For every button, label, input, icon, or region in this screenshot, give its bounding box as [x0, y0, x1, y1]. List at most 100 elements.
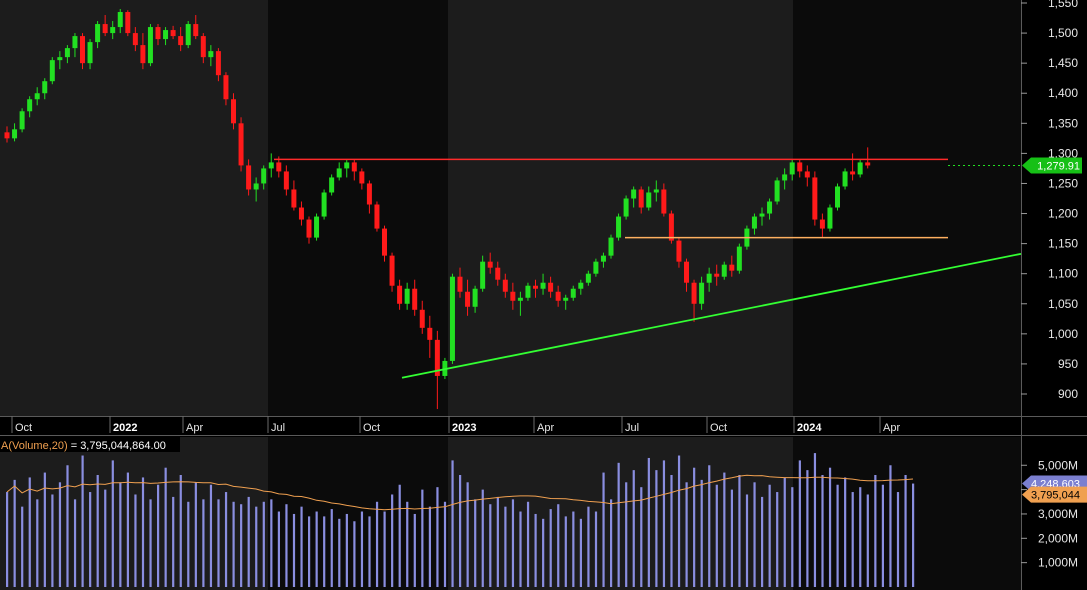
volume-tick-label: 5,000M — [1038, 458, 1078, 472]
y-tick-label: 1,100 — [1048, 267, 1078, 281]
candle-down — [495, 267, 501, 280]
y-tick-label: 1,550 — [1048, 0, 1078, 10]
candle-down — [102, 24, 108, 34]
volume-bar — [776, 492, 779, 587]
candle-up — [208, 51, 214, 58]
candle-up — [563, 297, 569, 301]
candle-up — [336, 168, 342, 178]
candle-down — [382, 228, 387, 256]
candle-up — [64, 48, 70, 58]
volume-tick-label: 3,000M — [1038, 507, 1078, 521]
candle-down — [555, 291, 561, 301]
volume-bar — [51, 494, 54, 587]
volume-bar — [481, 489, 484, 587]
candle-up — [34, 93, 40, 100]
volume-bar — [526, 501, 530, 587]
volume-bar — [640, 487, 643, 587]
candle-up — [329, 177, 335, 193]
candle-down — [178, 36, 184, 46]
volume-bar — [866, 494, 869, 587]
volume-bar — [255, 506, 258, 587]
candle-down — [125, 12, 131, 34]
candle-up — [27, 99, 33, 112]
volume-bar — [791, 487, 794, 587]
volume-bar — [610, 499, 613, 587]
volume-bar — [896, 492, 900, 587]
y-tick-label: 1,350 — [1048, 116, 1078, 130]
volume-bar — [579, 518, 582, 587]
volume-bar — [806, 470, 809, 587]
x-tick-label: 2022 — [113, 422, 137, 434]
x-tick-label: Jul — [271, 422, 285, 434]
volume-bar — [738, 475, 741, 587]
candle-up — [110, 27, 116, 34]
candle-up — [253, 183, 259, 190]
volume-bar — [730, 489, 733, 587]
candle-down — [359, 171, 365, 184]
volume-bar — [58, 482, 62, 587]
volume-bar — [813, 453, 817, 587]
volume-bar — [398, 484, 401, 587]
volume-bar — [232, 501, 235, 587]
candle-down — [412, 288, 418, 310]
volume-bar — [149, 499, 152, 587]
volume-bar — [519, 511, 522, 587]
candle-down — [457, 276, 463, 292]
y-tick-label: 950 — [1058, 357, 1078, 371]
volume-band-2023 — [448, 437, 793, 590]
candle-down — [4, 132, 10, 139]
candle-up — [827, 207, 833, 229]
candle-down — [215, 51, 221, 76]
candle-up — [185, 24, 191, 46]
candle-up — [344, 162, 350, 169]
volume-bar — [172, 496, 175, 587]
x-tick-label: 2023 — [452, 422, 476, 434]
candle-up — [268, 162, 274, 169]
volume-bar — [436, 487, 439, 587]
volume-bar — [534, 513, 537, 587]
candle-up — [49, 60, 55, 82]
volume-bar — [81, 455, 84, 587]
volume-bar — [662, 460, 666, 587]
volume-bar — [685, 482, 688, 587]
volume-bar — [285, 504, 288, 587]
candle-up — [404, 288, 410, 304]
x-tick-label: Oct — [710, 422, 727, 434]
volume-bar — [904, 475, 907, 587]
volume-bar — [360, 511, 364, 587]
candle-down — [804, 171, 810, 178]
candle-down — [231, 99, 236, 124]
candle-down — [533, 285, 538, 289]
volume-bar — [164, 467, 167, 587]
candle-up — [163, 30, 169, 40]
candle-down — [397, 285, 403, 304]
candle-down — [487, 261, 493, 268]
shaded-band-2023 — [448, 0, 793, 416]
candle-down — [427, 327, 433, 340]
volume-bar — [187, 501, 190, 587]
volume-bar — [783, 477, 786, 587]
last-price-label: 1,279.91 — [1037, 160, 1080, 172]
volume-bar — [202, 499, 205, 587]
y-tick-label: 1,450 — [1048, 56, 1078, 70]
volume-bar — [443, 501, 447, 587]
x-tick-label: Apr — [186, 422, 203, 434]
candle-down — [668, 213, 674, 241]
volume-bar — [715, 484, 718, 587]
candle-up — [42, 81, 48, 94]
volume-bar — [496, 496, 499, 587]
volume-bar — [247, 496, 250, 587]
y-tick-label: 1,150 — [1048, 237, 1078, 251]
volume-bar — [564, 516, 567, 587]
volume-bar — [209, 484, 213, 587]
volume-bar — [292, 513, 296, 587]
candle-down — [797, 162, 803, 172]
candle-up — [578, 282, 584, 289]
volume-bar — [821, 475, 824, 587]
candle-down — [661, 189, 667, 214]
candle-up — [759, 213, 765, 217]
candle-up — [261, 168, 267, 184]
candle-down — [691, 282, 697, 304]
